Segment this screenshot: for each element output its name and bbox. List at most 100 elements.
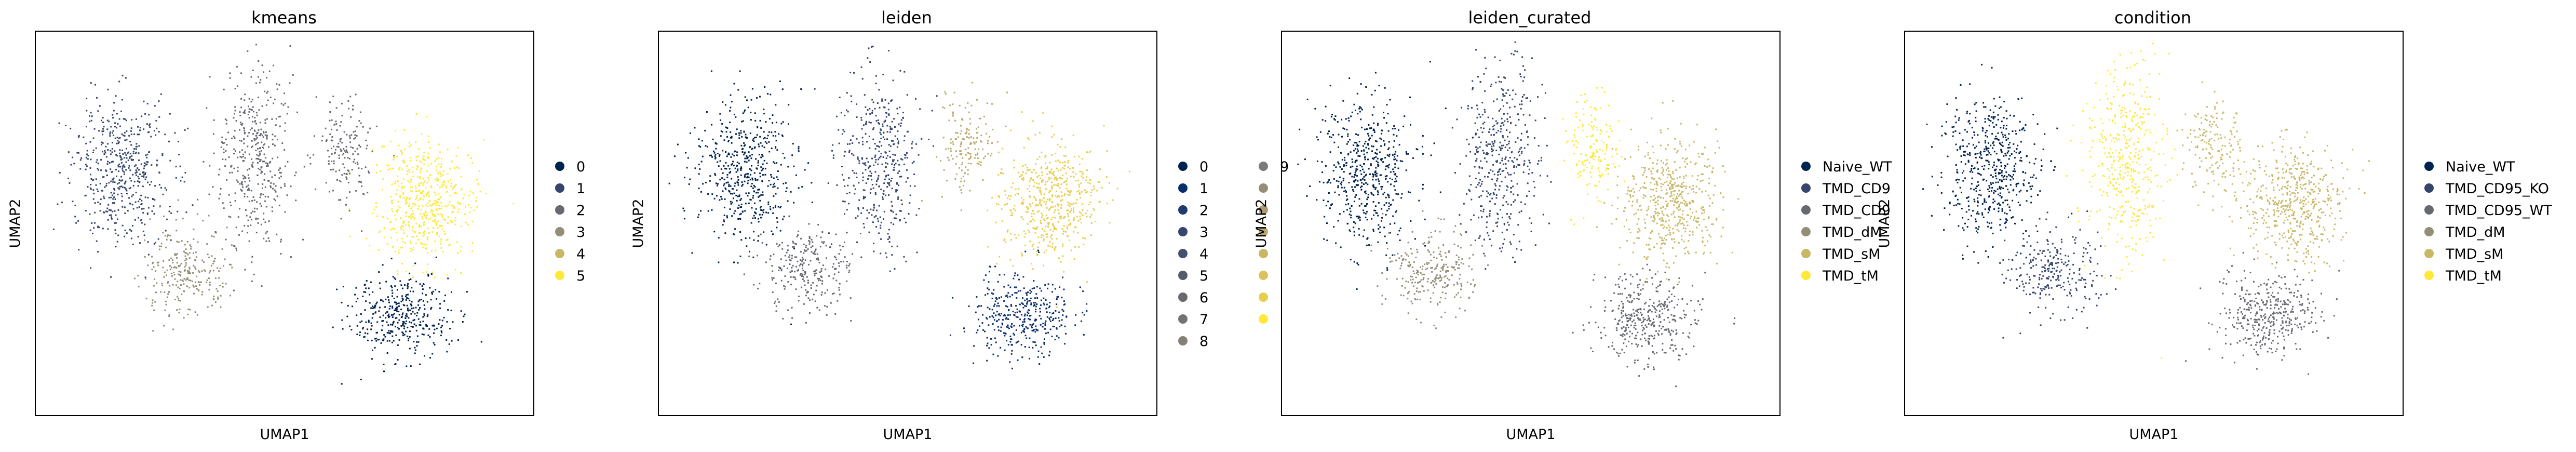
scatter-point	[1038, 242, 1040, 244]
scatter-point	[218, 277, 220, 279]
scatter-point	[744, 109, 746, 111]
scatter-point	[1015, 209, 1017, 211]
scatter-point	[77, 136, 79, 138]
scatter-point	[396, 307, 398, 309]
scatter-point	[1046, 173, 1048, 175]
scatter-point	[787, 245, 789, 247]
scatter-point	[749, 250, 750, 252]
scatter-point	[126, 190, 128, 192]
scatter-point	[975, 311, 977, 313]
scatter-point	[451, 161, 453, 163]
scatter-point	[963, 327, 965, 329]
scatter-point	[741, 136, 743, 138]
scatter-point	[213, 119, 215, 121]
scatter-point	[1040, 220, 1042, 221]
scatter-point	[1010, 343, 1013, 345]
scatter-point	[440, 238, 442, 240]
scatter-point	[1389, 232, 1391, 234]
scatter-point	[335, 121, 337, 123]
scatter-point	[401, 153, 403, 155]
scatter-point	[98, 169, 99, 171]
scatter-point	[1352, 189, 1354, 191]
scatter-point	[763, 113, 765, 115]
scatter-point	[250, 76, 252, 78]
scatter-point	[1377, 241, 1379, 243]
scatter-point	[343, 172, 345, 175]
scatter-point	[217, 290, 219, 292]
scatter-point	[726, 176, 729, 178]
scatter-point	[125, 169, 127, 171]
scatter-point	[762, 155, 764, 157]
scatter-point	[277, 156, 279, 158]
scatter-point	[179, 165, 181, 167]
scatter-point	[770, 94, 772, 96]
scatter-point	[966, 131, 968, 133]
scatter-point	[1039, 315, 1041, 317]
scatter-point	[402, 225, 404, 228]
scatter-point	[435, 256, 437, 258]
scatter-point	[966, 127, 968, 129]
scatter-point	[1045, 249, 1047, 251]
scatter-point	[773, 177, 775, 179]
scatter-point	[430, 299, 432, 301]
scatter-point	[127, 159, 129, 161]
scatter-point	[451, 291, 452, 293]
scatter-point	[183, 278, 185, 280]
scatter-point	[881, 100, 883, 102]
scatter-point	[880, 129, 882, 131]
scatter-point	[130, 230, 132, 232]
scatter-point	[179, 287, 181, 289]
scatter-point	[891, 163, 893, 165]
scatter-point	[1386, 267, 1388, 269]
scatter-point	[358, 167, 360, 169]
scatter-point	[964, 172, 966, 175]
scatter-point	[313, 135, 315, 137]
scatter-point	[1355, 179, 1357, 181]
scatter-point	[872, 128, 874, 130]
scatter-point	[448, 343, 450, 345]
scatter-point	[248, 153, 250, 155]
scatter-point	[1006, 340, 1008, 342]
scatter-point	[181, 240, 183, 242]
scatter-point	[234, 150, 236, 152]
scatter-point	[887, 175, 889, 176]
scatter-point	[1037, 249, 1039, 251]
scatter-point	[246, 185, 248, 188]
scatter-point	[382, 189, 384, 191]
scatter-point	[411, 225, 413, 228]
scatter-point	[1380, 185, 1382, 188]
scatter-point	[860, 117, 862, 118]
scatter-point	[740, 206, 743, 208]
scatter-point	[1355, 168, 1357, 170]
scatter-point	[1078, 164, 1081, 165]
scatter-point	[390, 258, 393, 260]
scatter-point	[1033, 287, 1035, 289]
scatter-point	[79, 159, 82, 161]
scatter-point	[899, 70, 901, 72]
scatter-point	[145, 277, 146, 280]
scatter-point	[1015, 342, 1017, 344]
scatter-point	[112, 198, 114, 200]
scatter-point	[197, 241, 199, 243]
scatter-point	[117, 166, 119, 168]
scatter-point	[195, 268, 197, 270]
scatter-point	[891, 121, 893, 123]
scatter-point	[436, 202, 438, 204]
scatter-point	[760, 207, 761, 209]
scatter-point	[229, 72, 231, 74]
scatter-point	[731, 136, 733, 138]
scatter-point	[426, 215, 428, 217]
scatter-point	[289, 45, 291, 47]
scatter-point	[160, 245, 163, 247]
scatter-point	[160, 291, 162, 293]
scatter-point	[1051, 217, 1054, 219]
scatter-point	[966, 129, 968, 131]
scatter-point	[1061, 297, 1063, 299]
scatter-point	[403, 159, 405, 161]
scatter-point	[240, 72, 242, 74]
scatter-point	[978, 161, 980, 163]
legend-item: 3	[555, 224, 585, 241]
scatter-point	[748, 192, 750, 194]
scatter-point	[805, 249, 807, 251]
scatter-point	[981, 322, 983, 324]
